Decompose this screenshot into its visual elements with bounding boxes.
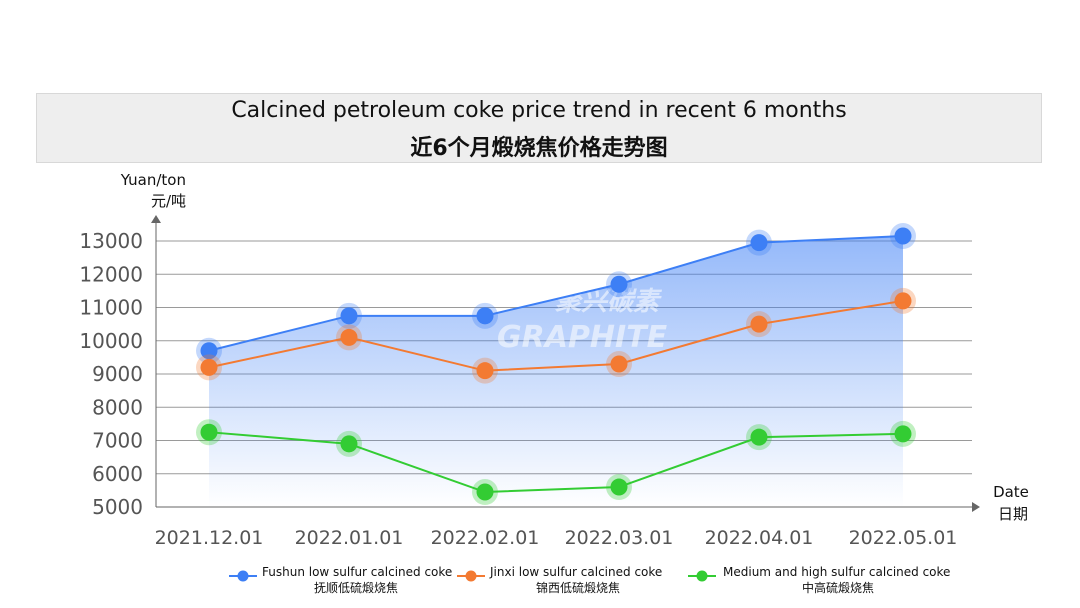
legend-label-en: Fushun low sulfur calcined coke xyxy=(262,565,452,579)
data-point xyxy=(750,428,768,446)
legend-label-en: Jinxi low sulfur calcined coke xyxy=(489,565,662,579)
legend-label-en: Medium and high sulfur calcined coke xyxy=(723,565,950,579)
y-tick-label: 9000 xyxy=(92,362,143,386)
data-point xyxy=(476,307,494,325)
chart-title-en: Calcined petroleum coke price trend in r… xyxy=(231,98,847,123)
data-point xyxy=(894,227,912,245)
x-tick-label: 2021.12.01 xyxy=(155,527,264,549)
x-tick-label: 2022.01.01 xyxy=(295,527,404,549)
legend-item: Medium and high sulfur calcined coke中高硫煅… xyxy=(688,565,950,595)
data-point xyxy=(200,423,218,441)
legend-marker xyxy=(696,570,708,582)
x-tick-label: 2022.04.01 xyxy=(705,527,814,549)
y-axis-label-en: Yuan/ton xyxy=(120,171,186,189)
data-point xyxy=(894,425,912,443)
y-tick-label: 10000 xyxy=(79,329,143,353)
data-point xyxy=(200,358,218,376)
data-point xyxy=(610,355,628,373)
y-axis-arrow xyxy=(151,215,161,223)
watermark-brand-en: GRAPHITE xyxy=(497,320,668,355)
area-layer xyxy=(209,236,903,507)
y-tick-label: 8000 xyxy=(92,395,143,419)
watermark-logo: 聚兴碳素 GRAPHITE xyxy=(497,287,668,355)
chart-title-box: Calcined petroleum coke price trend in r… xyxy=(36,93,1042,163)
legend-label-zh: 锦西低硫煅烧焦 xyxy=(536,580,620,595)
x-tick-label: 2022.02.01 xyxy=(431,527,540,549)
data-point xyxy=(750,315,768,333)
legend-label-zh: 抚顺低硫煅烧焦 xyxy=(314,580,398,595)
legend: Fushun low sulfur calcined coke抚顺低硫煅烧焦Ji… xyxy=(229,565,950,595)
legend-marker xyxy=(465,570,477,582)
x-tick-label: 2022.03.01 xyxy=(565,527,674,549)
tick-labels: 5000 6000 7000 8000 9000 10000 11000 12000 13000… xyxy=(79,229,957,549)
data-point xyxy=(750,234,768,252)
y-tick-label: 11000 xyxy=(79,296,143,320)
data-point xyxy=(340,435,358,453)
data-point xyxy=(610,478,628,496)
y-tick-label: 6000 xyxy=(92,462,143,486)
legend-marker xyxy=(237,570,249,582)
watermark-brand-zh: 聚兴碳素 xyxy=(554,287,663,317)
axes: Yuan/ton 元/吨 Date 日期 xyxy=(120,171,1029,523)
x-axis-arrow xyxy=(972,502,980,512)
y-tick-label: 7000 xyxy=(92,429,143,453)
series-area xyxy=(209,236,903,507)
x-axis-label-zh: 日期 xyxy=(998,505,1028,523)
chart-title-zh: 近6个月煅烧焦价格走势图 xyxy=(410,136,668,161)
series-layer xyxy=(196,223,916,506)
data-point xyxy=(340,328,358,346)
data-point xyxy=(894,292,912,310)
data-point xyxy=(476,483,494,501)
series-line xyxy=(208,431,904,494)
y-tick-label: 12000 xyxy=(79,262,143,286)
x-axis-label-en: Date xyxy=(993,483,1029,501)
y-tick-label: 13000 xyxy=(79,229,143,253)
legend-label-zh: 中高硫煅烧焦 xyxy=(802,580,874,595)
data-point xyxy=(200,342,218,360)
x-tick-label: 2022.05.01 xyxy=(849,527,958,549)
data-point xyxy=(340,307,358,325)
y-tick-label: 5000 xyxy=(92,495,143,519)
series-line xyxy=(208,299,904,372)
series-line xyxy=(208,235,904,352)
data-point xyxy=(476,362,494,380)
y-axis-label-zh: 元/吨 xyxy=(151,192,186,210)
data-point xyxy=(610,275,628,293)
